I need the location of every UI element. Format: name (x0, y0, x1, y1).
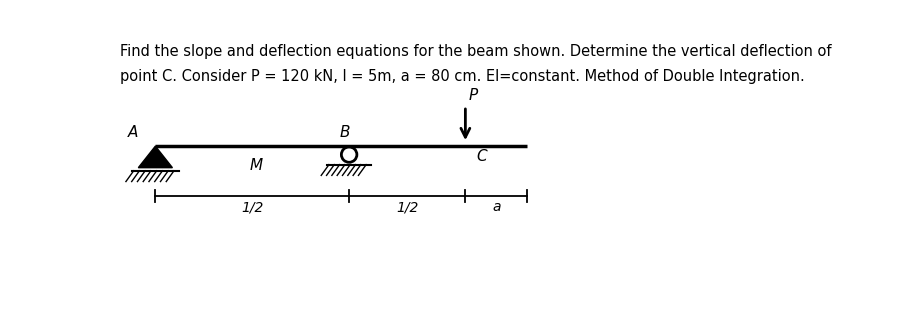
Polygon shape (138, 146, 172, 168)
Text: a: a (492, 200, 501, 214)
Text: B: B (340, 125, 351, 140)
Text: M: M (250, 158, 262, 173)
Text: P: P (468, 88, 478, 103)
Text: 1/2: 1/2 (241, 200, 263, 214)
Text: Find the slope and deflection equations for the beam shown. Determine the vertic: Find the slope and deflection equations … (121, 44, 832, 59)
Text: 1/2: 1/2 (396, 200, 419, 214)
Text: C: C (476, 149, 487, 164)
Text: point C. Consider P = 120 kN, l = 5m, a = 80 cm. El=constant. Method of Double I: point C. Consider P = 120 kN, l = 5m, a … (121, 69, 805, 84)
Text: A: A (128, 125, 138, 140)
